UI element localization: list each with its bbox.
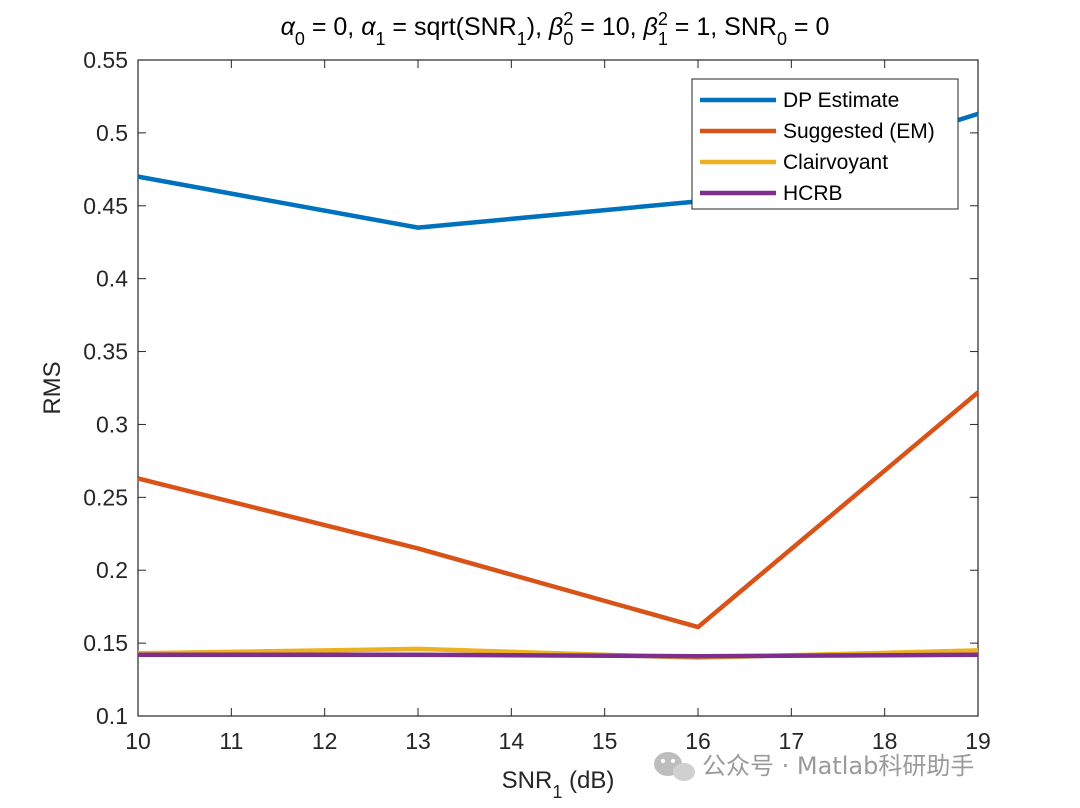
y-tick-label: 0.35: [83, 339, 128, 365]
legend-label: HCRB: [783, 182, 843, 205]
watermark: 公众号 · Matlab科研助手: [654, 752, 974, 781]
y-tick-label: 0.15: [83, 630, 128, 656]
x-tick-label: 14: [499, 728, 525, 754]
x-tick-label: 10: [125, 728, 151, 754]
x-axis-label: SNR1 (dB): [502, 767, 615, 802]
y-axis-label: RMS: [39, 361, 66, 414]
axis-ticks: [137, 59, 979, 717]
chart-title: α0 = 0, α1 = sqrt(SNR1), β2 0 = 10, β2 1 =…: [281, 9, 830, 49]
y-tick-label: 0.4: [96, 266, 128, 292]
y-tick-label: 0.45: [83, 193, 128, 219]
legend: DP Estimate Suggested (EM) Clairvoyant HCRB: [691, 78, 959, 210]
x-tick-label: 12: [312, 728, 338, 754]
x-tick-label: 13: [405, 728, 431, 754]
series-line-suggested-em: [137, 390, 980, 630]
x-tick-label: 15: [592, 728, 618, 754]
x-tick-label: 17: [779, 728, 805, 754]
watermark-text: 公众号 · Matlab科研助手: [702, 752, 974, 780]
y-tick-label: 0.1: [96, 703, 128, 729]
x-tick-label: 11: [219, 728, 243, 754]
y-tick-label: 0.25: [83, 484, 128, 510]
wechat-icon: [654, 752, 695, 781]
legend-label: Clairvoyant: [783, 151, 888, 174]
y-tick-label: 0.55: [83, 47, 128, 73]
y-tick-label: 0.5: [96, 120, 128, 146]
y-tick-label: 0.2: [96, 557, 128, 583]
y-tick-label: 0.3: [96, 411, 128, 437]
x-tick-label: 19: [965, 728, 991, 754]
legend-label: Suggested (EM): [783, 120, 935, 143]
series-line-hcrb: [138, 652, 979, 659]
axis-tick-labels: 10 11 12 13 14 15 16 17 18 19 0.1 0.15 0.2 0.25 0.3 0.3…: [83, 47, 991, 754]
x-tick-label: 18: [872, 728, 898, 754]
x-tick-label: 16: [685, 728, 711, 754]
legend-label: DP Estimate: [783, 89, 899, 112]
